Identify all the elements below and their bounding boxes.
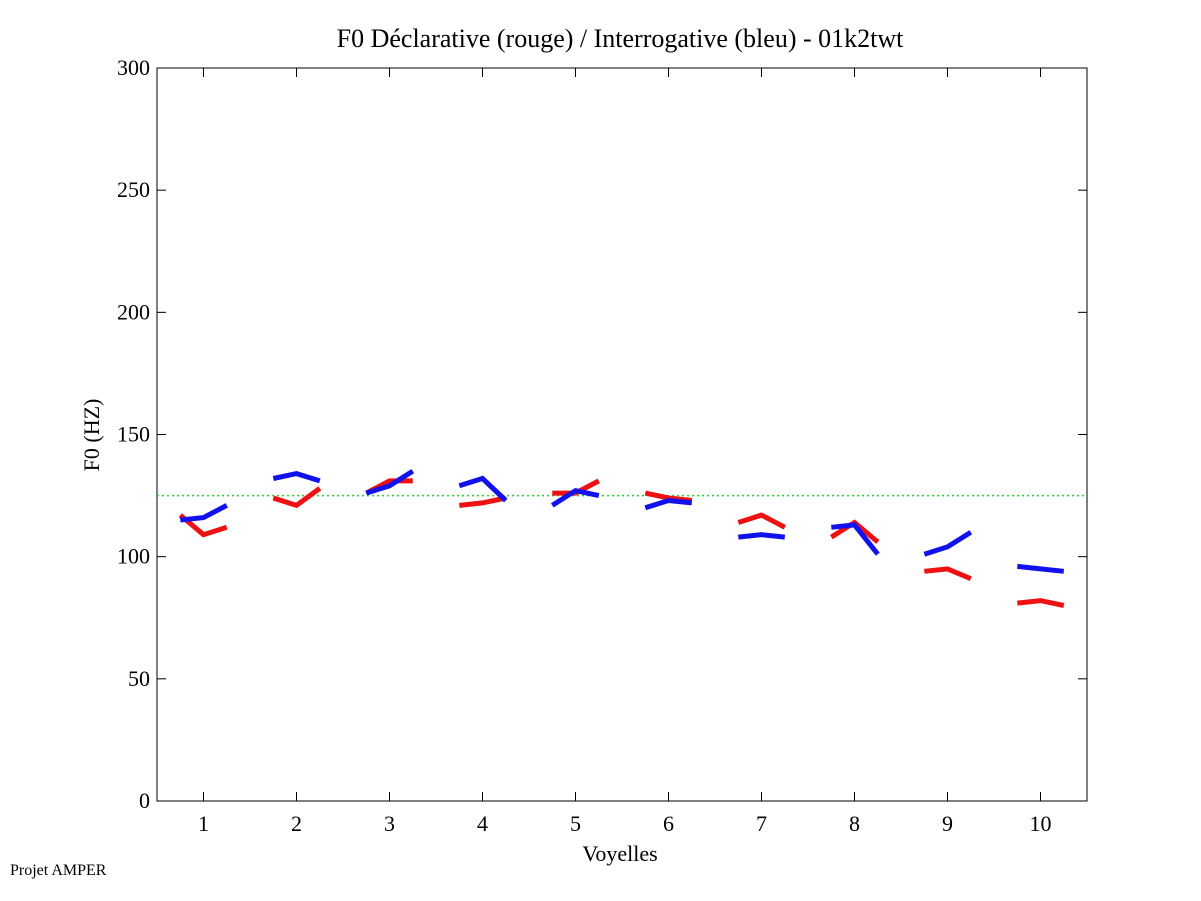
f0-contour-segment xyxy=(1017,598,1065,608)
x-tick-label: 4 xyxy=(477,811,488,836)
y-tick-label: 50 xyxy=(128,666,150,691)
series-declarative xyxy=(178,478,1065,608)
plot-area xyxy=(156,67,1088,802)
f0-contour-segment xyxy=(458,475,508,503)
x-tick-label: 10 xyxy=(1030,811,1052,836)
f0-contour-segment xyxy=(737,512,786,530)
f0-contour-segment xyxy=(550,488,600,508)
x-tick-label: 5 xyxy=(570,811,581,836)
chart-title: F0 Déclarative (rouge) / Interrogative (… xyxy=(337,24,905,53)
f0-contour-segment xyxy=(272,471,321,484)
y-tick-label: 150 xyxy=(117,422,150,447)
f0-contour-segment xyxy=(180,503,228,523)
f0-contour-segment xyxy=(923,530,973,557)
f0-contour-segment xyxy=(644,497,693,511)
series-interrogative xyxy=(180,468,1065,574)
f0-contour-segment xyxy=(924,566,972,582)
x-tick-label: 8 xyxy=(849,811,860,836)
f0-contour-segment xyxy=(831,522,880,556)
y-tick-label: 300 xyxy=(117,55,150,80)
series-group xyxy=(178,468,1065,608)
y-tick-label: 200 xyxy=(117,299,150,324)
x-axis: 1 2 3 4 5 6 7 8 9 10 xyxy=(198,68,1052,836)
f0-contour-segment xyxy=(459,495,507,508)
footer-label: Projet AMPER xyxy=(10,862,107,879)
y-axis: 0 50 100 150 200 250 300 xyxy=(117,55,1087,813)
x-tick-label: 6 xyxy=(663,811,674,836)
y-axis-label: F0 (HZ) xyxy=(79,399,104,472)
y-tick-label: 250 xyxy=(117,177,150,202)
y-tick-label: 100 xyxy=(117,544,150,569)
x-tick-label: 9 xyxy=(942,811,953,836)
f0-contour-segment xyxy=(365,468,415,496)
x-tick-label: 3 xyxy=(384,811,395,836)
x-tick-label: 2 xyxy=(291,811,302,836)
y-tick-label: 0 xyxy=(139,788,150,813)
x-tick-label: 7 xyxy=(756,811,767,836)
f0-contour-segment xyxy=(738,532,786,540)
f0-contour-segment xyxy=(1017,563,1065,574)
x-tick-label: 1 xyxy=(198,811,209,836)
f0-contour-segment xyxy=(272,486,322,509)
x-axis-label: Voyelles xyxy=(582,841,657,866)
